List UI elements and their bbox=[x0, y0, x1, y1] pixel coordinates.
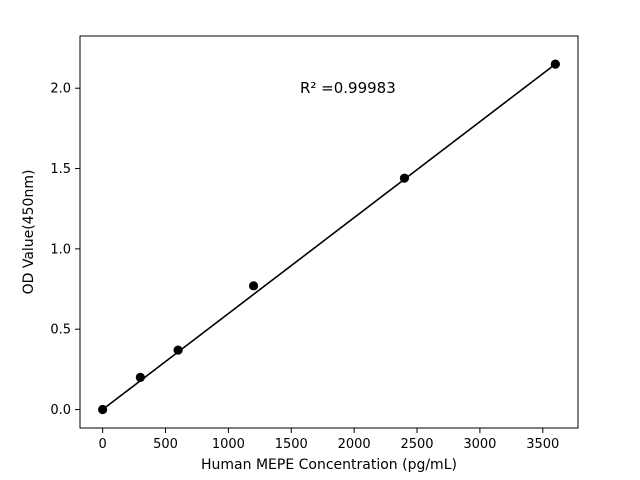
data-point bbox=[173, 345, 183, 355]
x-tick-label: 0 bbox=[98, 437, 106, 452]
y-axis-label: OD Value(450nm) bbox=[21, 170, 37, 295]
y-tick-label: 0.0 bbox=[50, 403, 71, 418]
data-point bbox=[399, 173, 410, 183]
x-tick-label: 3500 bbox=[526, 437, 559, 452]
x-tick-label: 2500 bbox=[400, 437, 433, 452]
data-point bbox=[98, 404, 108, 415]
r-squared-annotation: R² =0.99983 bbox=[300, 79, 396, 97]
x-tick-label: 2000 bbox=[338, 437, 371, 452]
data-point bbox=[550, 59, 560, 69]
y-tick-label: 1.5 bbox=[50, 162, 71, 177]
plot-border bbox=[79, 35, 579, 429]
data-point bbox=[135, 372, 145, 382]
x-axis-label: Human MEPE Concentration (pg/mL) bbox=[201, 457, 457, 473]
x-tick-label: 3000 bbox=[463, 437, 496, 452]
x-tick-label: 1500 bbox=[275, 437, 308, 452]
y-tick-label: 0.5 bbox=[50, 323, 71, 338]
y-tick-label: 2.0 bbox=[50, 82, 71, 97]
y-tick-label: 1.0 bbox=[50, 242, 71, 257]
data-point bbox=[248, 281, 259, 291]
x-tick-label: 500 bbox=[153, 437, 178, 452]
x-tick-label: 1000 bbox=[212, 437, 245, 452]
